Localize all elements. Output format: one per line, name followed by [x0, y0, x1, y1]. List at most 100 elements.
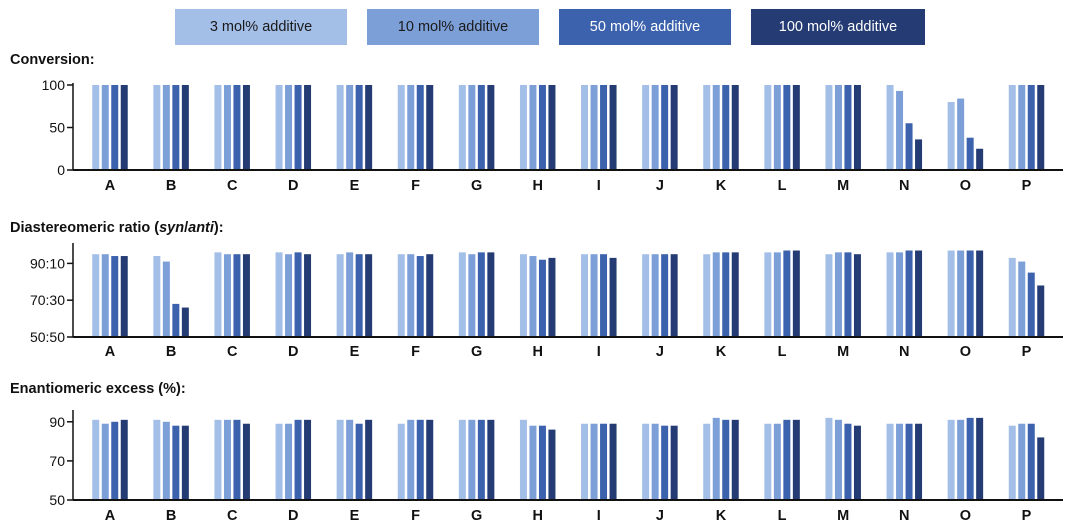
ee-bar-G-4 — [487, 419, 495, 500]
dr-bar-B-4 — [181, 307, 189, 337]
legend-item-50-mol[interactable]: 50 mol% additive — [559, 9, 731, 45]
conversion-bar-H-1 — [519, 85, 527, 170]
conversion-bar-I-2 — [590, 85, 598, 170]
conversion-y-tick-label: 100 — [42, 77, 66, 93]
dr-bar-M-1 — [825, 254, 833, 337]
dr-bar-K-2 — [712, 252, 720, 337]
ee-bar-D-2 — [285, 423, 293, 500]
dr-bar-C-2 — [223, 254, 231, 337]
dr-bar-G-3 — [477, 252, 485, 337]
ee-bar-J-2 — [651, 423, 659, 500]
conversion-bar-B-2 — [162, 85, 170, 170]
ee-category-label: H — [532, 508, 542, 523]
conversion-category-label: D — [288, 178, 298, 194]
conversion-bar-K-1 — [703, 85, 711, 170]
dr-panel: 50:50 70:30 90:10 A B C D E F G H I J K L M N O P — [30, 243, 1063, 360]
dr-bar-A-2 — [101, 254, 109, 337]
conversion-bar-P-3 — [1027, 85, 1035, 170]
conversion-bar-J-3 — [661, 85, 669, 170]
dr-bar-L-4 — [792, 250, 800, 337]
conversion-bar-D-1 — [275, 85, 283, 170]
ee-bar-C-3 — [233, 419, 241, 500]
dr-bar-P-1 — [1008, 257, 1016, 337]
legend-item-3-mol[interactable]: 3 mol% additive — [175, 9, 347, 45]
dr-bar-B-2 — [162, 261, 170, 337]
conversion-bar-C-4 — [242, 85, 250, 170]
conversion-bar-O-4 — [976, 148, 984, 170]
conversion-bar-E-4 — [365, 85, 373, 170]
conversion-y-tick-label: 50 — [49, 120, 65, 136]
conversion-bar-H-2 — [529, 85, 537, 170]
legend-item-10-mol[interactable]: 10 mol% additive — [367, 9, 539, 45]
conversion-category-label: C — [227, 178, 238, 194]
dr-bar-L-2 — [773, 252, 781, 337]
conversion-bar-F-2 — [407, 85, 415, 170]
dr-bar-P-3 — [1027, 272, 1035, 337]
conversion-bar-P-2 — [1018, 85, 1026, 170]
ee-bar-E-1 — [336, 419, 344, 500]
conversion-bar-K-3 — [722, 85, 730, 170]
dr-panel-title: Diastereomeric ratio (syn/anti): — [10, 220, 224, 236]
ee-category-label: B — [166, 508, 176, 523]
ee-category-label: G — [471, 508, 482, 523]
ee-bar-P-2 — [1018, 423, 1026, 500]
ee-bar-P-4 — [1037, 437, 1045, 500]
dr-category-label: L — [778, 344, 787, 360]
ee-bar-F-3 — [416, 419, 424, 500]
dr-title-syn: syn — [159, 220, 184, 236]
conversion-bar-A-3 — [111, 85, 119, 170]
ee-bar-I-3 — [600, 423, 608, 500]
conversion-y-tick-label: 0 — [57, 162, 65, 178]
ee-bar-H-4 — [548, 429, 556, 500]
ee-bar-N-4 — [915, 423, 923, 500]
ee-bar-O-3 — [966, 417, 974, 500]
conversion-bar-E-2 — [346, 85, 354, 170]
dr-bar-N-1 — [886, 252, 894, 337]
ee-category-label: P — [1022, 508, 1032, 523]
dr-bar-K-1 — [703, 254, 711, 337]
ee-bar-L-2 — [773, 423, 781, 500]
dr-bar-J-3 — [661, 254, 669, 337]
dr-bar-N-2 — [896, 252, 904, 337]
conversion-panel-title: Conversion: — [10, 52, 95, 68]
ee-bar-G-2 — [468, 419, 476, 500]
ee-bar-E-2 — [346, 419, 354, 500]
dr-bar-I-1 — [581, 254, 589, 337]
conversion-bar-C-1 — [214, 85, 222, 170]
conversion-bar-J-2 — [651, 85, 659, 170]
ee-bar-O-2 — [957, 419, 965, 500]
dr-category-label: F — [411, 344, 420, 360]
conversion-bar-P-1 — [1008, 85, 1016, 170]
ee-bar-L-1 — [764, 423, 772, 500]
ee-bar-A-3 — [111, 421, 119, 500]
dr-bar-D-1 — [275, 252, 283, 337]
ee-bar-D-3 — [294, 419, 302, 500]
dr-bar-O-2 — [957, 250, 965, 337]
ee-bar-B-4 — [181, 425, 189, 500]
ee-category-label: M — [837, 508, 849, 523]
ee-category-label: A — [105, 508, 116, 523]
conversion-category-label: J — [656, 178, 664, 194]
ee-bar-D-4 — [304, 419, 312, 500]
dr-bar-E-1 — [336, 254, 344, 337]
dr-y-tick-label: 50:50 — [30, 329, 65, 345]
ee-bar-A-4 — [120, 419, 128, 500]
conversion-bar-F-3 — [416, 85, 424, 170]
ee-bar-O-4 — [976, 417, 984, 500]
dr-category-label: N — [899, 344, 909, 360]
dr-bar-H-1 — [519, 254, 527, 337]
ee-category-label: J — [656, 508, 664, 523]
ee-bar-J-3 — [661, 425, 669, 500]
conversion-category-label: F — [411, 178, 420, 194]
conversion-bar-K-2 — [712, 85, 720, 170]
conversion-bar-L-1 — [764, 85, 772, 170]
ee-bar-E-4 — [365, 419, 373, 500]
legend-item-100-mol[interactable]: 100 mol% additive — [751, 9, 925, 45]
conversion-bar-C-3 — [233, 85, 241, 170]
ee-bar-L-3 — [783, 419, 791, 500]
conversion-bar-O-3 — [966, 137, 974, 170]
conversion-bar-M-3 — [844, 85, 852, 170]
ee-bar-F-4 — [426, 419, 434, 500]
ee-bar-L-4 — [792, 419, 800, 500]
ee-bar-I-4 — [609, 423, 617, 500]
